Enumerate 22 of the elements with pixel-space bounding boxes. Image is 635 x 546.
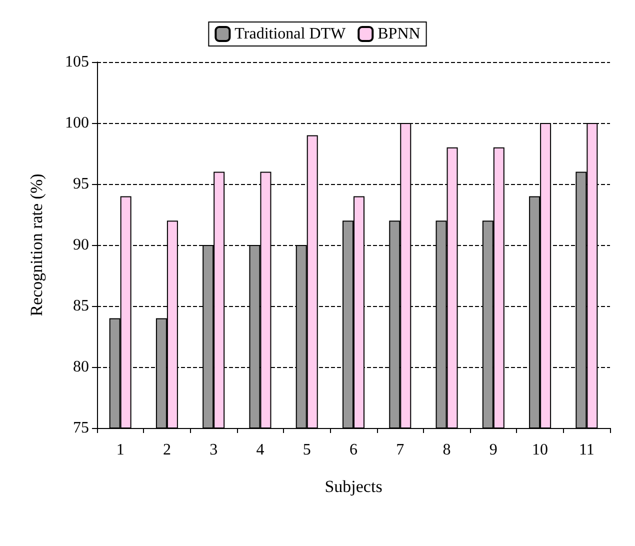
x-tick-label: 10 — [532, 442, 548, 458]
x-tick-label: 4 — [256, 442, 264, 458]
legend-label: BPNN — [378, 26, 421, 42]
y-tick-label: 85 — [73, 298, 89, 314]
x-tick-label: 3 — [210, 442, 218, 458]
x-tick-label: 11 — [578, 442, 594, 458]
y-tick-label: 100 — [65, 114, 89, 132]
x-tick-label: 9 — [489, 442, 498, 458]
y-tick-label: 105 — [65, 54, 89, 70]
x-tick-label: 8 — [442, 442, 451, 458]
legend-label: Traditional DTW — [234, 26, 347, 42]
y-tick-label: 95 — [73, 176, 89, 192]
x-tick-label: 1 — [116, 442, 124, 458]
x-tick-label: 5 — [302, 442, 311, 458]
x-tick-label: 6 — [350, 442, 358, 458]
y-tick-label: 90 — [73, 236, 89, 254]
x-tick-label: 2 — [162, 442, 171, 458]
y-axis-title: Recognition rate (%) — [27, 174, 46, 316]
x-tick-label: 7 — [396, 442, 404, 458]
y-tick-label: 80 — [73, 358, 89, 376]
x-axis-title: Subjects — [324, 477, 382, 496]
y-tick-label: 75 — [73, 420, 89, 436]
